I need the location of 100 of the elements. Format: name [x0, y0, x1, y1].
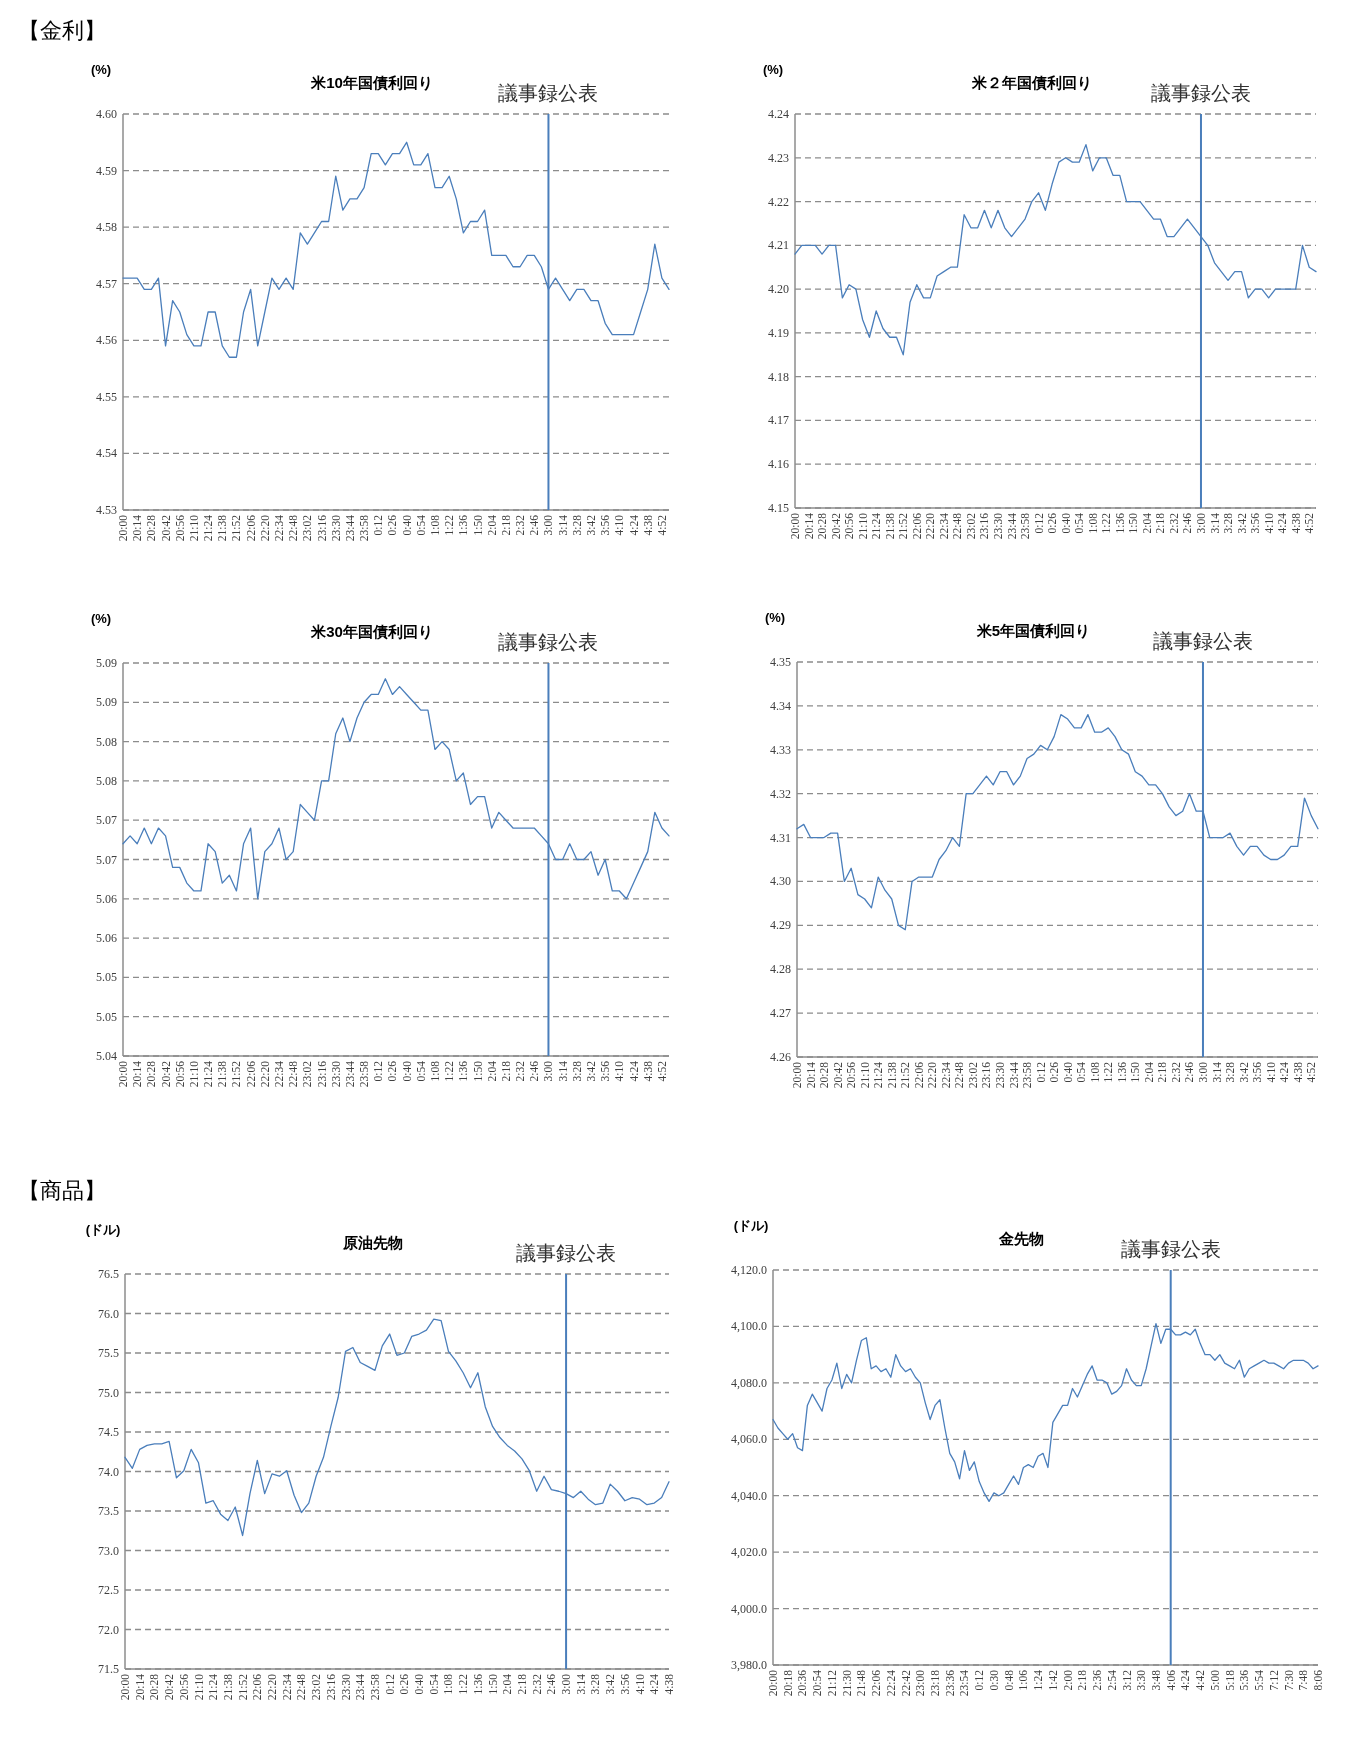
x-tick-label: 21:24	[207, 1673, 220, 1701]
x-tick-label: 22:34	[939, 1061, 952, 1089]
x-tick-label: 23:00	[914, 1669, 927, 1697]
y-tick-label: 5.08	[96, 734, 117, 749]
x-tick-label: 21:52	[899, 1061, 912, 1089]
x-tick-label: 2:18	[499, 1060, 512, 1082]
x-tick-label: 3:14	[1208, 512, 1221, 534]
x-tick-label: 5:00	[1208, 1669, 1221, 1691]
x-tick-label: 4:10	[1262, 512, 1275, 534]
x-tick-label: 21:38	[216, 514, 229, 542]
x-tick-label: 2:36	[1091, 1669, 1104, 1691]
x-tick-label: 2:46	[545, 1673, 558, 1695]
x-tick-label: 3:42	[585, 514, 597, 536]
y-tick-label: 5.09	[96, 656, 117, 670]
x-tick-label: 23:30	[329, 514, 342, 542]
x-tick-label: 20:14	[131, 1060, 144, 1088]
x-tick-label: 2:04	[501, 1673, 514, 1695]
x-tick-label: 21:12	[825, 1669, 838, 1697]
x-tick-label: 23:36	[943, 1669, 956, 1697]
x-tick-label: 21:10	[192, 1673, 205, 1701]
y-tick-label: 4.56	[96, 333, 117, 348]
x-tick-label: 20:42	[829, 512, 842, 540]
x-tick-label: 23:02	[301, 514, 314, 542]
y-tick-label: 4.60	[96, 107, 117, 121]
x-tick-label: 22:20	[258, 1060, 271, 1088]
x-tick-label: 3:28	[589, 1673, 602, 1695]
x-tick-label: 23:18	[929, 1669, 942, 1697]
y-tick-label: 4,020.0	[731, 1545, 767, 1560]
x-tick-label: 20:56	[843, 512, 856, 540]
x-tick-label: 21:24	[202, 514, 215, 542]
x-tick-label: 20:28	[818, 1061, 831, 1089]
x-tick-label: 21:10	[187, 1060, 200, 1088]
x-tick-label: 2:04	[1140, 512, 1153, 534]
x-tick-label: 3:30	[1135, 1669, 1148, 1691]
x-tick-label: 23:54	[958, 1669, 971, 1697]
x-tick-label: 20:42	[159, 514, 172, 542]
x-tick-label: 1:50	[1129, 1061, 1142, 1083]
x-tick-label: 1:08	[442, 1673, 455, 1695]
x-tick-label: 21:24	[870, 512, 883, 540]
x-tick-label: 3:28	[570, 1060, 583, 1082]
x-tick-label: 4:52	[655, 514, 668, 536]
x-tick-label: 22:06	[870, 1669, 883, 1697]
y-tick-label: 4.18	[768, 369, 789, 384]
y-tick-label: 4.22	[768, 194, 789, 209]
x-tick-label: 0:40	[400, 514, 413, 536]
x-tick-label: 20:14	[804, 1061, 817, 1089]
y-tick-label: 5.07	[96, 813, 117, 828]
y-tick-label: 4.27	[770, 1006, 791, 1021]
y-axis-title: (%)	[764, 610, 786, 625]
x-tick-label: 22:06	[244, 514, 257, 542]
x-tick-label: 4:10	[1264, 1061, 1277, 1083]
y-tick-label: 5.05	[96, 970, 117, 985]
x-tick-label: 0:40	[413, 1673, 426, 1695]
y-axis-title: (ドル)	[733, 1218, 769, 1233]
x-tick-label: 0:54	[427, 1673, 440, 1695]
x-tick-label: 22:34	[280, 1673, 293, 1701]
x-tick-label: 21:24	[202, 1060, 215, 1088]
y-tick-label: 4.58	[96, 220, 117, 235]
y-tick-label: 4.30	[770, 874, 791, 889]
x-tick-label: 22:48	[287, 514, 300, 542]
x-tick-label: 7:12	[1267, 1669, 1280, 1691]
x-tick-label: 1:08	[1086, 512, 1099, 534]
x-tick-label: 23:16	[978, 512, 991, 540]
x-tick-label: 0:54	[414, 514, 427, 536]
x-tick-label: 3:00	[560, 1673, 573, 1695]
x-tick-label: 21:52	[230, 514, 243, 542]
x-tick-label: 20:36	[796, 1669, 809, 1697]
x-tick-label: 23:16	[980, 1061, 993, 1089]
y-tick-label: 4,120.0	[731, 1263, 767, 1277]
y-tick-label: 4,080.0	[731, 1375, 767, 1390]
x-tick-label: 23:58	[1021, 1061, 1034, 1089]
x-tick-label: 0:26	[386, 1060, 399, 1082]
x-tick-label: 1:36	[457, 1060, 470, 1082]
x-tick-label: 20:28	[148, 1673, 161, 1701]
x-tick-label: 3:28	[570, 514, 583, 536]
x-tick-label: 0:54	[414, 1060, 427, 1082]
y-tick-label: 4.19	[768, 325, 789, 340]
x-tick-label: 4:24	[1276, 512, 1289, 534]
y-tick-label: 4.35	[770, 655, 791, 669]
ref-line-label: 議事録公表	[498, 631, 599, 653]
x-tick-label: 2:54	[1105, 1669, 1118, 1691]
x-tick-label: 2:46	[1181, 512, 1194, 534]
x-tick-label: 21:38	[883, 512, 896, 540]
x-tick-label: 23:02	[966, 1061, 979, 1089]
x-tick-label: 22:34	[273, 514, 285, 542]
y-tick-label: 4.17	[768, 413, 789, 428]
x-tick-label: 3:00	[542, 514, 555, 536]
x-tick-label: 22:34	[273, 1060, 285, 1088]
x-tick-label: 21:10	[187, 514, 200, 542]
x-tick-label: 1:24	[1032, 1669, 1045, 1691]
x-tick-label: 3:28	[1224, 1061, 1237, 1083]
x-tick-label: 1:36	[471, 1673, 484, 1695]
y-tick-label: 74.5	[98, 1425, 119, 1439]
x-tick-label: 3:28	[1222, 512, 1235, 534]
x-tick-label: 0:40	[400, 1060, 413, 1082]
x-tick-label: 3:14	[1210, 1061, 1223, 1083]
y-tick-label: 4.24	[768, 107, 789, 121]
x-tick-label: 0:30	[987, 1669, 1000, 1691]
x-tick-label: 20:00	[119, 1673, 131, 1701]
x-tick-label: 22:20	[258, 514, 271, 542]
